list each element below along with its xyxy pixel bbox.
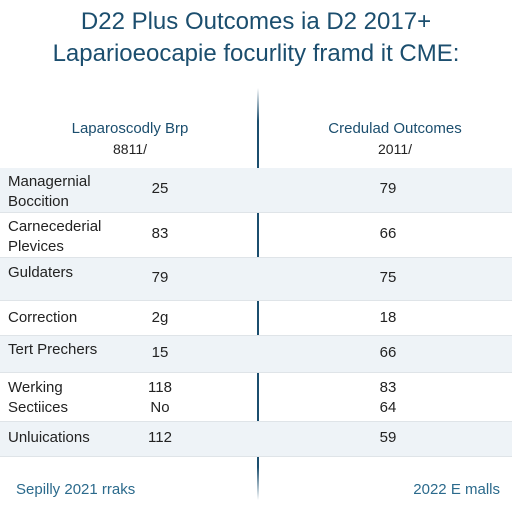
row-left-value: 83 <box>151 225 169 242</box>
row-label: Unluications <box>8 429 90 446</box>
row-label: Carnecederial Plevices <box>8 218 102 255</box>
table-row: Managernial Boccition 25 79 <box>0 168 512 213</box>
table-row: Tert Prechers 15 66 <box>0 336 512 373</box>
row-label: Guldaters <box>8 264 74 281</box>
page-title: D22 Plus Outcomes ia D2 2017+ <box>80 8 432 35</box>
row-left-value: 25 <box>151 180 169 197</box>
table-row: Werking Sectiices 118 No 83 64 <box>0 373 512 422</box>
table-row: Guldaters 79 75 <box>0 258 512 301</box>
table-row: Unluications 112 59 <box>0 422 512 457</box>
row-left-value: 118 No <box>148 379 172 416</box>
row-left-value: 2g <box>151 309 169 326</box>
row-right-value: 79 <box>379 180 397 197</box>
row-label: Werking Sectiices <box>8 379 69 416</box>
row-right-value: 66 <box>379 344 397 361</box>
row-right-value: 66 <box>379 225 397 242</box>
table-row: Carnecederial Plevices 83 66 <box>0 213 512 258</box>
row-right-value: 59 <box>379 429 397 446</box>
column-header-left-sub: 8811/ <box>113 141 147 157</box>
page-subtitle: Laparioeocapie focurlity framd it CME: <box>52 40 460 67</box>
column-header-right-name: Credulad Outcomes <box>328 120 462 137</box>
row-left-value: 112 <box>148 429 172 446</box>
row-left-value: 79 <box>151 269 169 286</box>
row-label: Managernial Boccition <box>8 173 91 210</box>
row-right-value: 83 64 <box>379 379 397 416</box>
table-row: Correction 2g 18 <box>0 301 512 336</box>
footer-left-note: Sepilly 2021 rraks <box>16 481 136 498</box>
row-right-value: 18 <box>379 309 397 326</box>
footer-right-note: 2022 E malls <box>413 481 500 498</box>
column-header-left: Laparoscodly Brp 8811/ <box>40 119 220 159</box>
column-header-left-name: Laparoscodly Brp <box>71 120 189 137</box>
row-right-value: 75 <box>379 269 397 286</box>
column-header-right: Credulad Outcomes 2011/ <box>312 119 478 159</box>
row-left-value: 15 <box>151 344 169 361</box>
row-label: Tert Prechers <box>8 341 98 358</box>
row-label: Correction <box>8 309 78 326</box>
column-header-right-sub: 2011/ <box>378 141 412 157</box>
